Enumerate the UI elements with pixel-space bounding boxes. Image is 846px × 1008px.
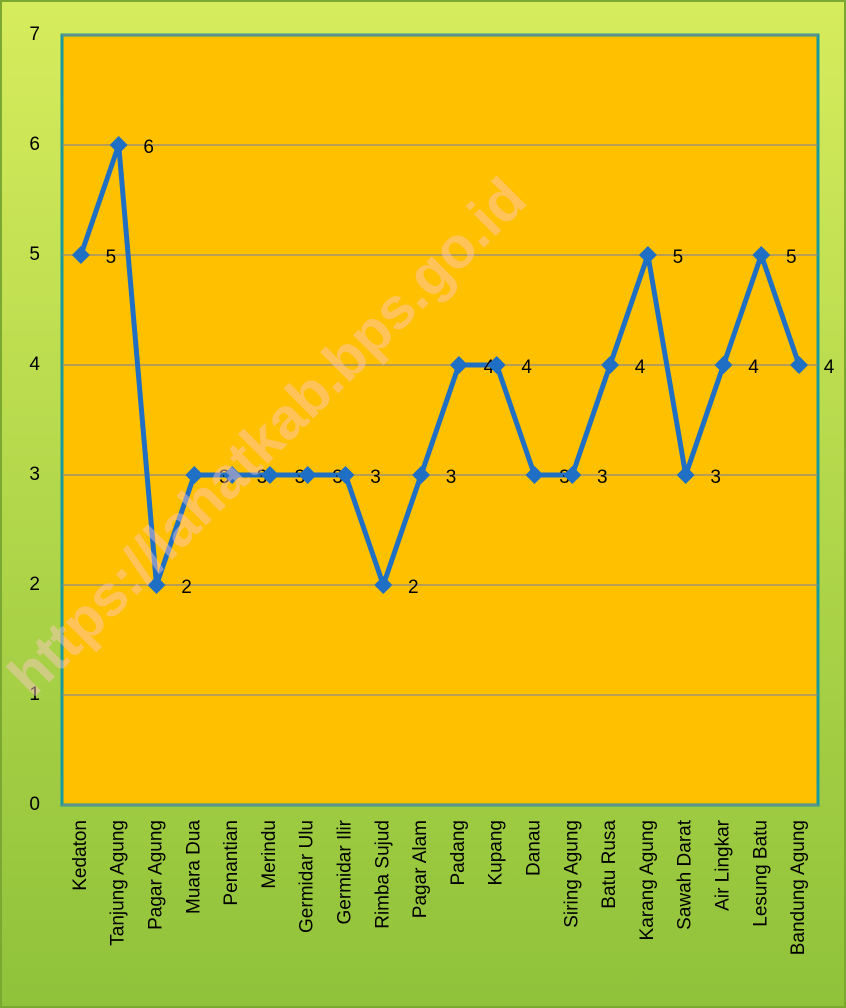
marker	[525, 466, 544, 484]
marker	[638, 246, 657, 264]
data-label: 4	[748, 357, 759, 378]
y-tick-label: 6	[29, 134, 40, 155]
data-label: 4	[521, 357, 532, 378]
x-tick-label: Germidar Ulu	[297, 820, 318, 933]
marker	[374, 576, 393, 594]
marker	[487, 356, 506, 374]
data-label: 3	[597, 467, 608, 488]
marker	[260, 466, 279, 484]
data-label: 5	[786, 247, 797, 268]
x-tick-label: Batu Rusa	[599, 820, 620, 909]
x-tick-label: Pagar Alam	[410, 820, 431, 918]
x-tick-label: Padang	[448, 820, 469, 886]
y-tick-label: 2	[29, 574, 40, 595]
x-tick-label: Danau	[524, 820, 545, 876]
x-tick-label: Lesung Batu	[750, 820, 771, 927]
marker	[223, 466, 242, 484]
x-tick-label: Tanjung Agung	[108, 820, 129, 946]
marker	[714, 356, 733, 374]
data-label: 4	[824, 357, 835, 378]
data-label: 3	[446, 467, 457, 488]
marker	[71, 246, 90, 264]
data-label: 6	[143, 137, 154, 158]
data-label: 2	[408, 577, 419, 598]
y-tick-label: 7	[29, 24, 40, 45]
marker	[563, 466, 582, 484]
x-tick-label: Siring Agung	[561, 820, 582, 928]
data-label: 4	[635, 357, 646, 378]
marker	[449, 356, 468, 374]
x-tick-label: Germidar Ilir	[335, 819, 356, 924]
y-tick-label: 4	[29, 354, 40, 375]
marker	[109, 136, 128, 154]
x-tick-label: Rimba Sujud	[372, 820, 393, 929]
marker	[790, 356, 809, 374]
data-label: 3	[257, 467, 268, 488]
data-label: 5	[106, 247, 117, 268]
data-label: 3	[559, 467, 570, 488]
x-tick-label: Bandung Agung	[788, 820, 809, 955]
y-tick-label: 1	[29, 684, 40, 705]
marker	[676, 466, 695, 484]
marker	[412, 466, 431, 484]
marker	[298, 466, 317, 484]
data-label: 2	[181, 577, 192, 598]
x-tick-label: Kupang	[486, 820, 507, 886]
data-label: 3	[710, 467, 721, 488]
marker	[336, 466, 355, 484]
x-tick-label: Air Lingkar	[713, 819, 734, 910]
y-tick-label: 5	[29, 244, 40, 265]
x-tick-label: Sawah Darat	[675, 819, 696, 930]
x-tick-label: Kedaton	[70, 820, 91, 891]
data-label: 3	[332, 467, 343, 488]
data-label: 3	[370, 467, 381, 488]
x-tick-label: Karang Agung	[637, 820, 658, 940]
data-label: 5	[673, 247, 684, 268]
x-tick-label: Muara Dua	[183, 820, 204, 914]
x-tick-label: Penantian	[221, 820, 242, 906]
marker	[601, 356, 620, 374]
x-tick-label: Merindu	[259, 820, 280, 889]
data-label: 3	[219, 467, 230, 488]
data-label: 3	[295, 467, 306, 488]
y-tick-label: 0	[29, 794, 40, 815]
x-tick-label: Pagar Agung	[146, 820, 167, 930]
data-label: 4	[484, 357, 495, 378]
marker	[185, 466, 204, 484]
marker	[147, 576, 166, 594]
y-tick-label: 3	[29, 464, 40, 485]
marker	[752, 246, 771, 264]
